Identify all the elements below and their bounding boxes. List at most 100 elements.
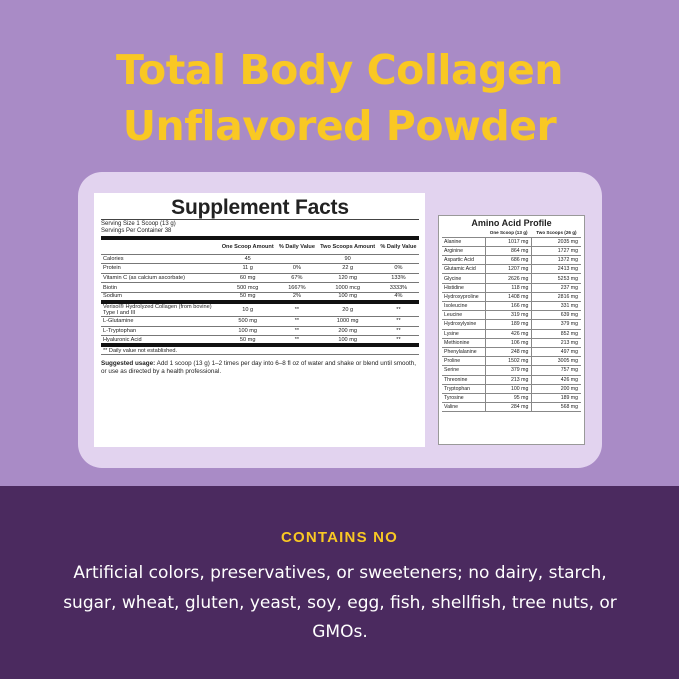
table-cell: 0% <box>377 263 419 274</box>
table-row: L-Tryptophan 100 mg ** 200 mg ** <box>101 326 419 337</box>
table-cell: 2626 mg <box>484 273 532 284</box>
table-cell: 60 mg <box>219 273 277 284</box>
table-cell: Glutamic Acid <box>442 264 486 275</box>
table-cell: Glycine <box>442 273 486 284</box>
table-cell: 331 mg <box>531 301 581 312</box>
table-cell: 4% <box>377 292 419 303</box>
table-row: Hydroxyproline 1408 mg 2816 mg <box>442 292 581 303</box>
header-section: Total Body Collagen Unflavored Powder Su… <box>0 42 679 468</box>
table-cell: 1408 mg <box>484 292 532 303</box>
table-row: Arginine 864 mg 1727 mg <box>442 246 581 257</box>
table-cell: 5253 mg <box>531 273 581 284</box>
table-cell: L-Glutamine <box>101 316 219 327</box>
product-title: Total Body Collagen Unflavored Powder <box>0 42 679 154</box>
table-cell: 379 mg <box>531 319 581 330</box>
table-cell: ** <box>276 301 318 317</box>
table-cell: Valine <box>442 402 486 413</box>
table-row: Threonine 213 mg 426 mg <box>442 375 581 385</box>
table-cell: ** <box>377 301 419 317</box>
table-cell: 200 mg <box>317 326 378 337</box>
table-row: One Scoop (13 g) Two Scoops (26 g) <box>442 228 581 238</box>
table-cell: 1207 mg <box>484 264 532 275</box>
table-cell: 864 mg <box>484 246 532 257</box>
table-cell: Methionine <box>442 338 486 348</box>
table-cell: Biotin <box>101 282 219 293</box>
supplement-facts-heading: Supplement Facts <box>171 196 349 219</box>
table-row: Histidine 118 mg 237 mg <box>442 283 581 293</box>
table-cell: Threonine <box>442 375 486 385</box>
table-cell <box>442 228 486 238</box>
amino-acid-profile: Amino Acid Profile One Scoop (13 g) Two S… <box>438 215 585 445</box>
table-cell: Lysine <box>442 329 486 339</box>
table-cell: 568 mg <box>531 402 581 413</box>
table-cell: 500 mg <box>219 316 277 327</box>
table-cell: % Daily Value <box>276 238 318 255</box>
table-cell: 100 mg <box>317 335 378 346</box>
footnote: ** Daily value not established. <box>101 345 419 356</box>
contains-no-text: Artificial colors, preservatives, or swe… <box>63 563 617 642</box>
table-cell: 2816 mg <box>531 292 581 303</box>
table-cell: 11 g <box>219 263 277 274</box>
table-row: Tyrosine 95 mg 189 mg <box>442 393 581 404</box>
table-cell: ** <box>276 335 318 346</box>
supplement-facts-label: Supplement Facts Serving Size 1 Scoop (1… <box>94 193 425 447</box>
table-cell: 189 mg <box>484 319 532 330</box>
table-cell: 50 mg <box>219 292 277 303</box>
table-row: Glutamic Acid 1207 mg 2413 mg <box>442 264 581 275</box>
table-cell: ** <box>377 326 419 337</box>
table-cell: 95 mg <box>484 393 532 404</box>
table-cell: 686 mg <box>484 255 532 266</box>
table-cell: 1000 mg <box>317 316 378 327</box>
table-cell: 1372 mg <box>531 255 581 266</box>
table-cell: Phenylalanine <box>442 347 486 358</box>
table-cell: 213 mg <box>531 338 581 348</box>
table-cell: 426 mg <box>484 329 532 339</box>
title-line-2: Unflavored Powder <box>122 102 557 150</box>
table-row: Hydroxylysine 189 mg 379 mg <box>442 319 581 330</box>
table-row: Glycine 2626 mg 5253 mg <box>442 273 581 284</box>
table-cell <box>377 254 419 265</box>
table-cell: 3005 mg <box>531 356 581 367</box>
serving-size: Serving Size 1 Scoop (13 g) <box>101 219 419 228</box>
table-cell: 639 mg <box>531 310 581 321</box>
table-cell: 100 mg <box>317 292 378 303</box>
table-cell: Serine <box>442 365 486 376</box>
table-cell: 237 mg <box>531 283 581 293</box>
table-cell: Tryptophan <box>442 384 486 394</box>
table-cell: 1000 mcg <box>317 282 378 293</box>
table-cell: 120 mg <box>317 273 378 284</box>
table-cell: 45 <box>219 254 277 265</box>
table-row: Hyaluronic Acid 50 mg ** 100 mg ** <box>101 335 419 346</box>
table-cell: % Daily Value <box>377 238 419 255</box>
servings-per-container: Servings Per Container 38 <box>101 228 172 234</box>
table-cell: ** <box>276 316 318 327</box>
table-cell: L-Tryptophan <box>101 326 219 337</box>
table-row: Serine 379 mg 757 mg <box>442 365 581 376</box>
table-cell: Proline <box>442 356 486 367</box>
table-cell: 106 mg <box>484 338 532 348</box>
table-cell: 1667% <box>276 282 318 293</box>
table-cell: Hydroxylysine <box>442 319 486 330</box>
table-row: Leucine 319 mg 639 mg <box>442 310 581 321</box>
table-row: One Scoop Amount% Daily Value Two Scoops … <box>101 238 419 255</box>
table-row: Tryptophan 100 mg 200 mg <box>442 384 581 394</box>
contains-no-section: CONTAINS NO Artificial colors, preservat… <box>0 486 679 679</box>
table-cell: ** <box>276 326 318 337</box>
table-row: Valine 284 mg 568 mg <box>442 402 581 413</box>
table-cell: 100 mg <box>219 326 277 337</box>
table-cell: Hyaluronic Acid <box>101 335 219 346</box>
table-cell: Isoleucine <box>442 301 486 312</box>
table-cell <box>101 238 219 255</box>
table-cell: ** <box>377 335 419 346</box>
table-cell: 213 mg <box>484 375 532 385</box>
table-cell: Hydroxyproline <box>442 292 486 303</box>
table-row: Sodium 50 mg 2% 100 mg 4% <box>101 292 419 303</box>
table-cell: 500 mcg <box>219 282 277 293</box>
amino-table: One Scoop (13 g) Two Scoops (26 g) Alanine… <box>442 228 581 413</box>
table-cell: 100 mg <box>484 384 532 394</box>
table-cell <box>276 254 318 265</box>
table-cell: Aspartic Acid <box>442 255 486 266</box>
table-cell: 2035 mg <box>531 237 581 247</box>
table-cell: Arginine <box>442 246 486 257</box>
table-row: Isoleucine 166 mg 331 mg <box>442 301 581 312</box>
